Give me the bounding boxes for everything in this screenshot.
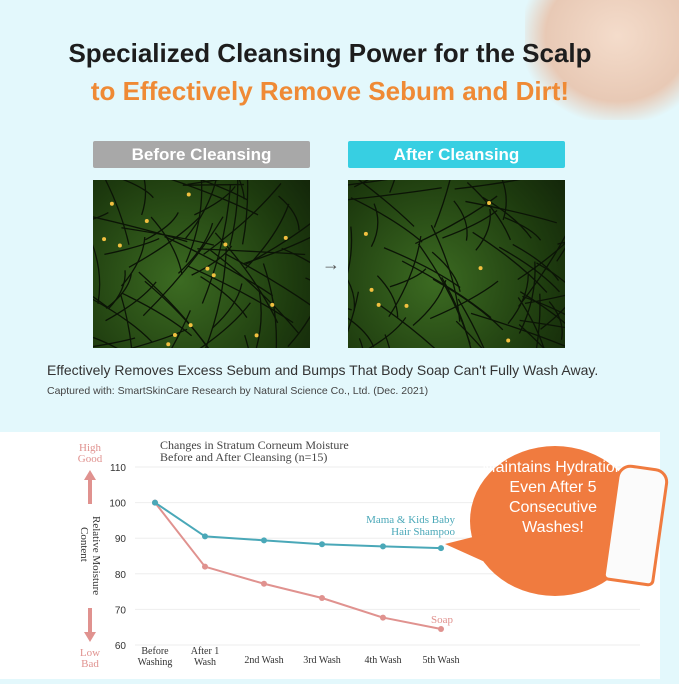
series-label-soap: Soap xyxy=(431,614,454,626)
data-point xyxy=(202,563,208,570)
y-high-label: High xyxy=(79,442,102,454)
y-tick-label: 60 xyxy=(115,641,127,652)
y-bad-label: Bad xyxy=(81,658,99,670)
title-line-1: Specialized Cleansing Power for the Scal… xyxy=(68,38,592,68)
x-tick-label: After 1 xyxy=(191,646,220,657)
caption-credit: Captured with: SmartSkinCare Research by… xyxy=(47,385,429,397)
x-tick-label: Before xyxy=(141,646,169,657)
data-point xyxy=(152,499,158,506)
x-tick-label: Wash xyxy=(194,657,216,668)
data-point xyxy=(261,580,267,587)
series-label-shampoo-1: Mama & Kids Baby xyxy=(366,514,455,526)
data-point xyxy=(438,625,444,632)
arrow-up-icon xyxy=(84,470,96,504)
y-tick-label: 110 xyxy=(110,463,126,474)
series-label-shampoo-2: Hair Shampoo xyxy=(391,526,455,538)
x-tick-label: 5th Wash xyxy=(422,655,459,666)
arrow-right-icon: → xyxy=(322,254,340,274)
data-point xyxy=(380,543,386,550)
y-axis-label-1: Relative Moisture xyxy=(90,516,102,595)
y-tick-label: 90 xyxy=(115,534,127,545)
y-tick-label: 80 xyxy=(115,570,127,581)
chart-title-2: Before and After Cleansing (n=15) xyxy=(160,450,327,464)
y-low-label: Low xyxy=(80,647,100,659)
chart-title-1: Changes in Stratum Corneum Moisture xyxy=(160,438,349,452)
series-line xyxy=(154,501,442,550)
data-point xyxy=(319,595,325,602)
x-tick-label: 3rd Wash xyxy=(303,655,341,666)
x-tick-label: 2nd Wash xyxy=(244,655,283,666)
series-line xyxy=(154,501,442,630)
after-scalp-photo xyxy=(348,180,565,348)
y-good-label: Good xyxy=(78,453,103,465)
baby-head-image xyxy=(525,0,679,120)
y-axis-label-2: Content xyxy=(78,527,90,562)
caption-main: Effectively Removes Excess Sebum and Bum… xyxy=(47,362,599,378)
x-tick-label: 4th Wash xyxy=(364,655,401,666)
y-tick-label: 100 xyxy=(109,499,126,510)
data-point xyxy=(261,537,267,544)
data-point xyxy=(202,533,208,540)
arrow-down-icon xyxy=(84,608,96,642)
before-scalp-photo xyxy=(93,180,310,348)
data-point xyxy=(380,614,386,621)
moisture-chart: Changes in Stratum Corneum Moisture Befo… xyxy=(78,438,640,670)
y-tick-label: 70 xyxy=(115,605,127,616)
data-point xyxy=(438,545,444,552)
after-label: After Cleansing xyxy=(348,141,565,168)
before-label: Before Cleansing xyxy=(93,141,310,168)
title-line-2: to Effectively Remove Sebum and Dirt! xyxy=(90,76,570,106)
callout-text: Maintains Hydration Even After 5 Consecu… xyxy=(482,459,624,536)
data-point xyxy=(319,541,325,548)
x-tick-label: Washing xyxy=(138,657,173,668)
